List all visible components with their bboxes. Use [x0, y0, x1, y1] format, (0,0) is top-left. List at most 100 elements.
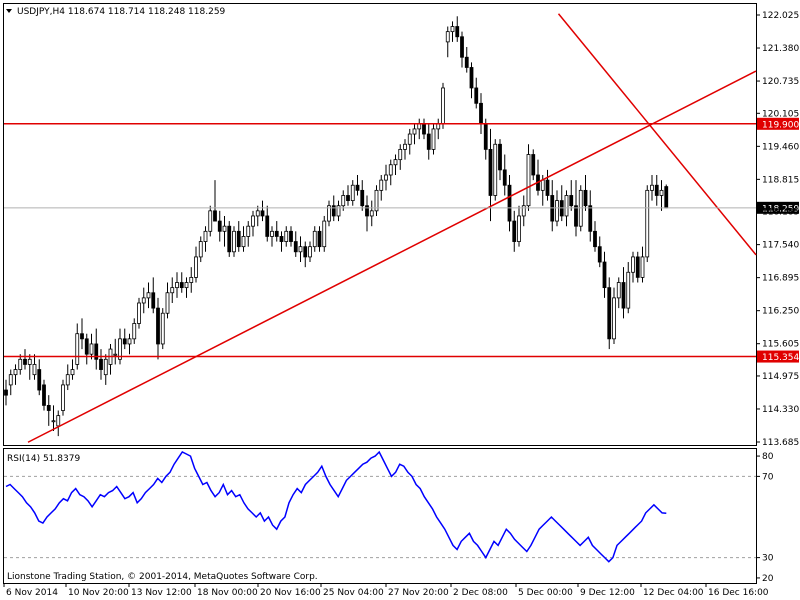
candle-body — [645, 189, 650, 258]
rsi-tick-label: 80 — [762, 452, 774, 462]
candle-body — [298, 246, 303, 253]
candle — [512, 210, 517, 252]
candle — [156, 297, 160, 360]
candle-body — [80, 333, 84, 340]
candle-body — [232, 230, 236, 253]
candle — [18, 354, 23, 375]
trend-line[interactable] — [27, 70, 757, 443]
candle-body — [336, 205, 341, 217]
candle-body — [265, 215, 270, 237]
candle-body — [13, 369, 18, 376]
candle-body — [341, 195, 346, 207]
candle-body — [141, 297, 146, 304]
candle — [4, 379, 8, 406]
candle-body — [507, 184, 512, 222]
time-tick-label: 12 Dec 04:00 — [643, 588, 704, 598]
candle-body — [317, 230, 322, 248]
last-price-label-bg — [757, 201, 799, 214]
candle-body — [51, 420, 56, 423]
candle-body — [151, 292, 156, 309]
candle-body — [441, 87, 445, 125]
candle — [213, 180, 217, 222]
candle-body — [156, 307, 160, 345]
candle-body — [113, 353, 118, 356]
candle-body — [137, 302, 141, 324]
candle — [113, 338, 118, 365]
candle-body — [61, 384, 65, 411]
candle — [127, 333, 132, 355]
time-tick-label: 5 Dec 00:00 — [518, 588, 573, 598]
candle — [170, 277, 175, 303]
dropdown-triangle-icon[interactable] — [6, 9, 12, 13]
candle — [208, 205, 213, 237]
candle-body — [426, 133, 431, 150]
candle-body — [450, 26, 455, 33]
level-label-bg — [757, 350, 799, 363]
candle-body — [198, 241, 203, 258]
candle — [365, 195, 369, 232]
candle — [137, 297, 141, 329]
candle — [441, 82, 445, 129]
candle — [8, 369, 13, 396]
candle-body — [493, 143, 498, 196]
candle — [616, 277, 621, 309]
time-tick-label: 6 Nov 2014 — [6, 588, 58, 598]
candle — [645, 185, 650, 263]
candle-body — [217, 220, 222, 232]
rsi-tick-label: 30 — [762, 554, 774, 564]
candle-body — [227, 225, 232, 253]
candle — [659, 180, 664, 211]
rsi-tick-label: 20 — [762, 574, 774, 584]
candle — [308, 241, 312, 263]
candle — [194, 246, 198, 283]
candle-body — [350, 184, 355, 201]
candle — [384, 164, 388, 191]
candle — [621, 267, 626, 319]
time-tick-label: 18 Nov 00:00 — [197, 588, 258, 598]
candle-body — [583, 189, 588, 207]
candle — [84, 333, 89, 365]
level-label: 115.354 — [762, 353, 799, 363]
candle — [355, 174, 360, 196]
candle-body — [289, 230, 293, 242]
candle — [265, 205, 270, 242]
candle — [122, 328, 127, 350]
candle-body — [184, 282, 189, 289]
candle — [42, 379, 46, 411]
time-tick-label: 9 Dec 12:00 — [580, 588, 635, 598]
candle — [597, 236, 602, 268]
candle-body — [70, 369, 75, 376]
candle — [293, 231, 298, 257]
candle — [507, 174, 512, 232]
candle — [374, 185, 379, 216]
price-tick-label: 115.605 — [762, 340, 799, 350]
candle — [56, 410, 61, 437]
footer-copyright: Lionstone Trading Station, © 2001-2014, … — [7, 572, 318, 582]
candle — [360, 180, 365, 211]
candle — [654, 174, 659, 206]
candle — [640, 246, 645, 283]
candle-body — [18, 358, 23, 370]
candle-body — [46, 404, 51, 411]
candle-body — [179, 282, 184, 289]
price-axis: 122.025 121.380 120.735 120.105 119.460 118.8… — [756, 11, 799, 448]
candle — [569, 180, 574, 211]
candle-body — [260, 210, 265, 217]
candle — [132, 318, 137, 344]
candle-body — [640, 256, 645, 278]
candle — [635, 251, 640, 283]
candle-body — [308, 246, 312, 258]
candle-body — [631, 256, 635, 273]
candle-body — [388, 164, 393, 176]
candle — [526, 144, 531, 211]
trend-line[interactable] — [557, 13, 757, 256]
candle — [160, 308, 165, 350]
candle-body — [593, 230, 597, 248]
candle-body — [483, 123, 488, 150]
candle — [450, 21, 455, 42]
candle-body — [246, 225, 251, 237]
candle-body — [89, 343, 94, 355]
candle-body — [75, 333, 80, 365]
candle — [184, 277, 189, 298]
candle — [189, 267, 194, 293]
